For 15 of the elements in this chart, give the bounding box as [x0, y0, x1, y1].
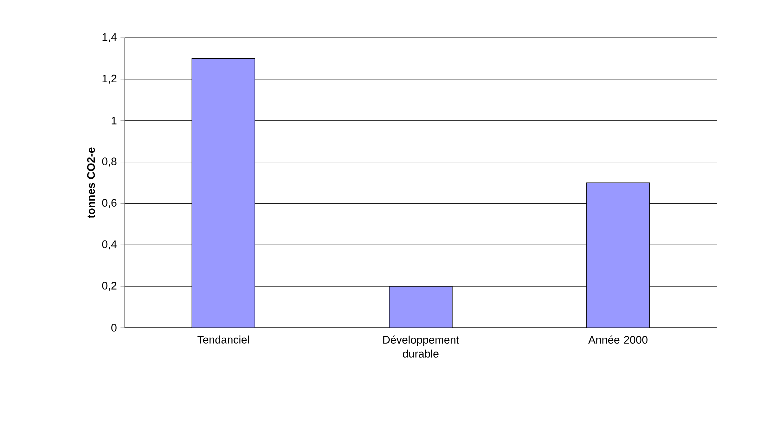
y-tick-label: 0 — [112, 324, 117, 332]
bar — [389, 286, 453, 328]
x-tick-label: Tendanciel — [198, 336, 250, 344]
y-tick-label: 1,4 — [102, 34, 117, 42]
bar — [586, 182, 650, 328]
x-tick-label: Développement durable — [384, 336, 460, 358]
y-tick-label: 1,2 — [102, 74, 117, 84]
y-tick-label: 0,6 — [102, 199, 117, 208]
y-tick-label: 0,2 — [102, 282, 117, 292]
y-tick-label: 0,4 — [102, 240, 117, 250]
y-tick-label: 0,8 — [102, 158, 117, 167]
bar — [192, 58, 256, 328]
y-axis-title: tonnes CO2-e — [87, 148, 96, 218]
y-tick-label: 1 — [112, 117, 117, 125]
x-tick-label: Année 2000 — [588, 336, 648, 344]
